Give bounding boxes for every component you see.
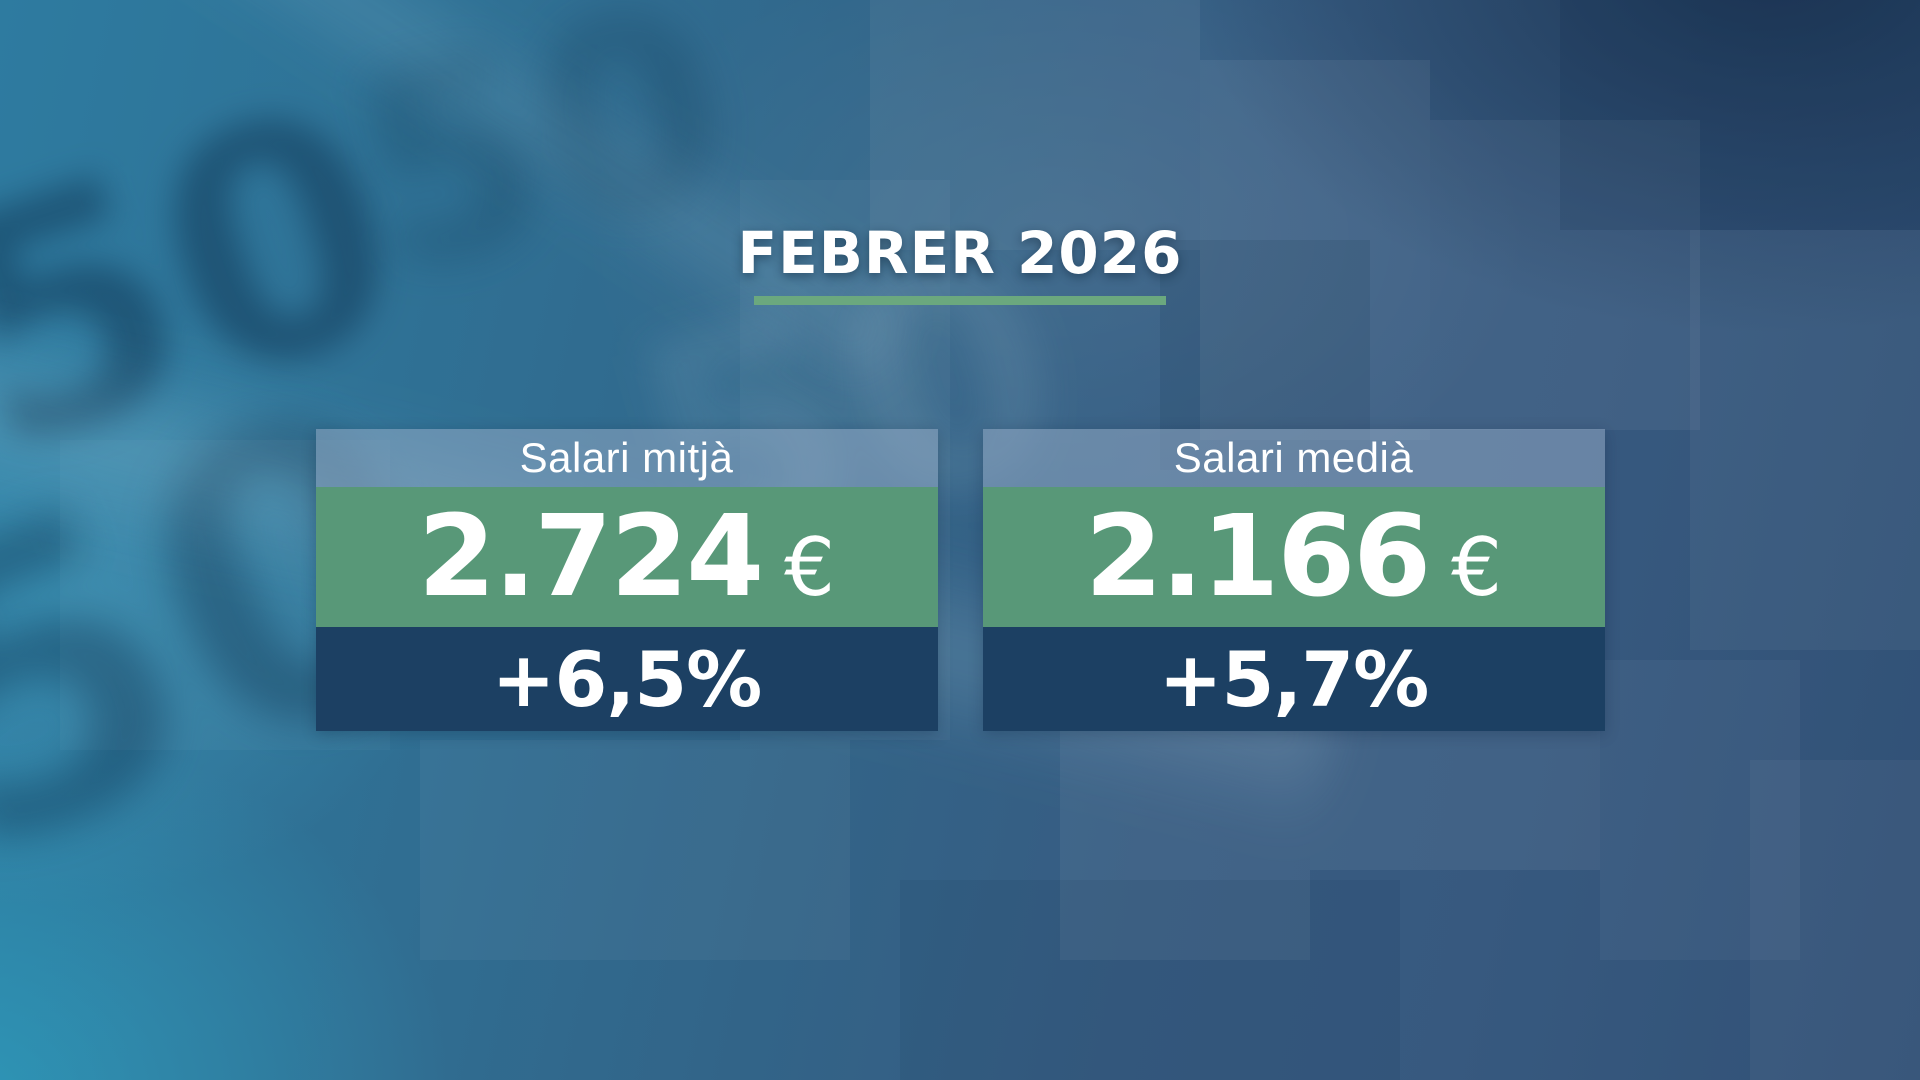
salary-amount: 2.166 xyxy=(1084,492,1431,622)
card-value-band: 2.166 € xyxy=(982,487,1605,627)
card-salari-mitja: Salari mitjà 2.724 € +6,5% xyxy=(315,429,938,731)
page-title: FEBRER 2026 xyxy=(737,219,1183,287)
card-salari-media: Salari medià 2.166 € +5,7% xyxy=(982,429,1605,731)
salary-amount: 2.724 xyxy=(417,492,764,622)
card-change-band: +6,5% xyxy=(315,627,938,731)
salary-cards: Salari mitjà 2.724 € +6,5% Salari medià … xyxy=(0,429,1920,731)
euro-sign: € xyxy=(1451,521,1503,614)
mosaic-tile xyxy=(1750,760,1920,1080)
card-header: Salari mitjà xyxy=(315,429,938,487)
title-block: FEBRER 2026 xyxy=(0,218,1920,305)
salary-change: +6,5% xyxy=(491,634,762,724)
card-label: Salari mitjà xyxy=(519,434,734,481)
card-header: Salari medià xyxy=(982,429,1605,487)
euro-sign: € xyxy=(784,521,836,614)
card-value-band: 2.724 € xyxy=(315,487,938,627)
salary-change: +5,7% xyxy=(1158,634,1429,724)
mosaic-tile xyxy=(900,880,1400,1080)
mosaic-tile xyxy=(420,740,850,960)
card-change-band: +5,7% xyxy=(982,627,1605,731)
card-label: Salari medià xyxy=(1173,434,1414,481)
title-underline xyxy=(754,296,1166,305)
mosaic-tile xyxy=(1560,0,1920,230)
